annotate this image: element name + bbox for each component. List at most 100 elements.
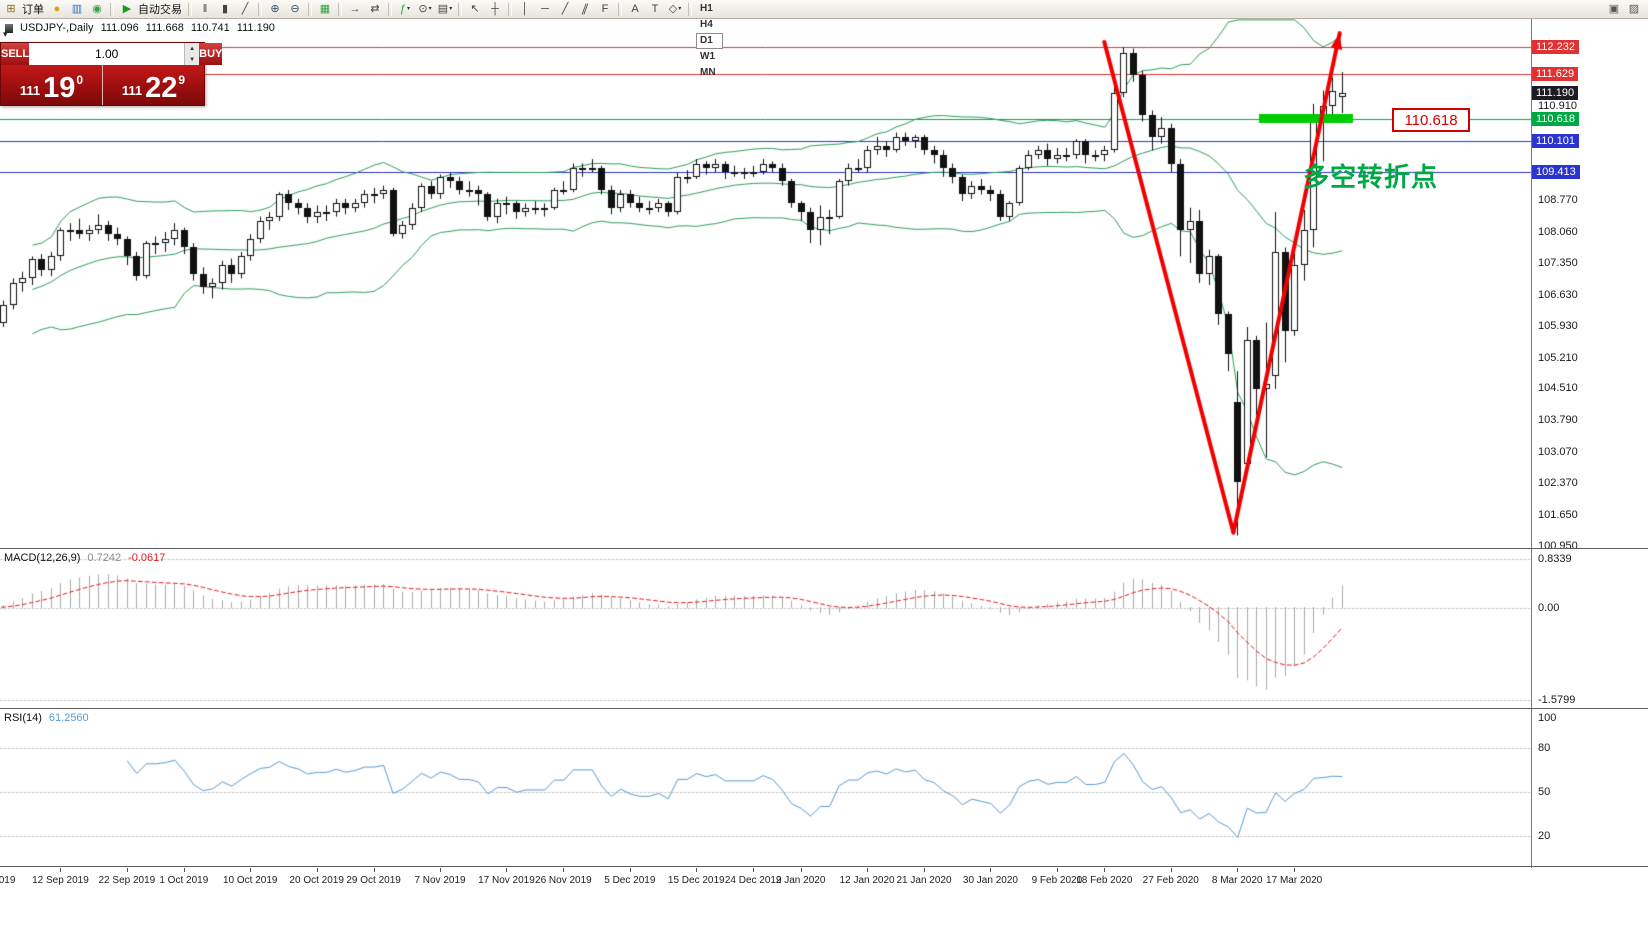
buy-price-button[interactable]: 111 22 9 — [102, 65, 204, 105]
zoom-out-icon[interactable]: ⊖ — [290, 2, 300, 15]
scale-label: 50 — [1538, 785, 1551, 798]
indicators-icon[interactable]: ƒ ▾ — [399, 2, 411, 15]
toolbar-separator — [110, 2, 114, 16]
time-tick — [183, 868, 185, 872]
buy-button[interactable]: BUY — [199, 43, 223, 65]
new-order-label[interactable]: 订单 — [22, 4, 44, 16]
line-chart-icon[interactable]: ╱ — [241, 2, 249, 15]
time-label: 22 Sep 2019 — [98, 875, 156, 886]
price-badge: 109.413 — [1532, 164, 1580, 179]
new-order-icon[interactable]: ⊞ — [6, 2, 16, 15]
candlestick-chart-icon[interactable]: ▮ — [221, 2, 229, 15]
crosshair-icon[interactable]: ┼ — [491, 2, 499, 15]
macd-name: MACD(12,26,9) — [4, 552, 81, 564]
time-tick — [867, 868, 869, 872]
zoom-in-icon[interactable]: ⊕ — [270, 2, 280, 15]
horizontal-line-icon[interactable]: ─ — [541, 2, 549, 15]
timeframe-d1[interactable]: D1 — [696, 33, 724, 49]
vertical-line-icon[interactable]: │ — [521, 2, 529, 15]
auto-scroll-icon[interactable]: → — [349, 2, 361, 15]
timeframe-h1[interactable]: H1 — [700, 3, 713, 14]
ask-integer: 111 — [121, 83, 143, 98]
time-label: 12 Sep 2019 — [32, 875, 89, 886]
sell-price-button[interactable]: 111 19 0 — [1, 65, 102, 105]
panel-separator[interactable] — [0, 548, 1648, 549]
time-label: 1 Oct 2019 — [159, 875, 209, 886]
chart-icon — [5, 23, 13, 33]
text-label-icon[interactable]: T — [651, 2, 659, 15]
toolbar: ⊞订单●▥◉▶自动交易‖▮╱⊕⊖▦→⇄ƒ▾⊙▾▤▾↖┼│─╱∥FAT◇▾M1M5… — [0, 0, 1648, 78]
scale-label: -1.5799 — [1538, 693, 1576, 706]
time-label: 30 Jan 2020 — [962, 875, 1018, 886]
volume-up-icon[interactable]: ▲ — [185, 43, 200, 54]
scale-label: 0.8339 — [1538, 552, 1572, 565]
periods-icon[interactable]: ⊙ ▾ — [418, 2, 432, 15]
toolbar-separator — [258, 2, 262, 16]
scale-label: 100 — [1538, 711, 1557, 724]
autotrading-label[interactable]: 自动交易 — [138, 4, 182, 16]
news-icon[interactable]: ◉ — [92, 2, 102, 15]
scale-label: 102.370 — [1538, 477, 1578, 490]
sell-button[interactable]: SELL — [1, 43, 30, 65]
price-scale[interactable]: 110.910 108.770 108.060 107.350 106.630 105.9… — [1531, 19, 1648, 868]
panel-separator[interactable] — [0, 708, 1648, 709]
timeframe-buttons: M1M5M15M30H1H4D1W1MN — [695, 0, 724, 81]
time-label: 10 Oct 2019 — [222, 875, 278, 886]
time-tick — [990, 868, 992, 872]
price-badge: 111.190 — [1532, 86, 1579, 101]
toolbar-separator — [188, 2, 192, 16]
timeframe-w1[interactable]: W1 — [700, 51, 715, 62]
close-value: 111.190 — [236, 22, 275, 34]
scale-label: 20 — [1538, 830, 1551, 843]
toolbar-separator — [458, 2, 462, 16]
time-label: 8 Mar 2020 — [1211, 875, 1263, 886]
time-label: 21 Jan 2020 — [896, 875, 952, 886]
time-label: 9 Feb 2020 — [1031, 875, 1083, 886]
scale-label: 105.210 — [1538, 351, 1578, 364]
chart-shift-icon[interactable]: ⇄ — [370, 2, 380, 15]
time-tick — [126, 868, 128, 872]
fullscreen-icon[interactable]: ▨ — [1628, 2, 1640, 15]
toolbar-separator — [388, 2, 392, 16]
time-tick — [60, 868, 62, 872]
panel-separator[interactable] — [0, 866, 1648, 867]
chinese-note-annotation: 多空转折点 — [1303, 162, 1439, 192]
price-badge: 110.101 — [1532, 134, 1579, 149]
charts-window-icon[interactable]: ▥ — [71, 2, 83, 15]
shapes-icon[interactable]: ◇ ▾ — [668, 2, 682, 15]
equidistant-channel-icon[interactable]: ∥ — [580, 2, 591, 15]
timeframe-h4[interactable]: H4 — [700, 19, 713, 30]
templates-icon[interactable]: ▤ ▾ — [437, 2, 453, 15]
scale-label: 110.910 — [1538, 99, 1577, 112]
symbol-period-label: USDJPY-,Daily — [20, 22, 94, 34]
trendline-icon[interactable]: ╱ — [561, 2, 569, 15]
time-tick — [563, 868, 565, 872]
scale-label: 103.070 — [1538, 446, 1578, 459]
time-tick — [1170, 868, 1172, 872]
chart-canvas[interactable] — [0, 19, 1531, 868]
volume-down-icon[interactable]: ▼ — [185, 54, 200, 65]
low-value: 110.741 — [190, 22, 230, 34]
timeframe-mn[interactable]: MN — [700, 67, 716, 78]
volume-input[interactable] — [29, 43, 185, 65]
one-click-collapse-icon[interactable]: ▾ — [3, 29, 8, 39]
tile-windows-icon[interactable]: ▦ — [319, 2, 331, 15]
one-click-trading-panel: SELL ▲ ▼ BUY 111 19 0 111 22 9 — [0, 42, 223, 106]
docking-icon[interactable]: ▣ — [1608, 2, 1620, 15]
time-label: 26 Nov 2019 — [535, 875, 592, 886]
fibonacci-icon[interactable]: F — [601, 2, 609, 15]
price-badge: 112.232 — [1532, 40, 1579, 55]
scale-label: 100.950 — [1538, 539, 1578, 552]
time-label: 24 Dec 2019 — [724, 875, 782, 886]
bar-chart-icon[interactable]: ‖ — [202, 2, 208, 15]
chart-header: USDJPY-,Daily 111.096 111.668 110.741 11… — [5, 22, 275, 34]
time-label: 2 Jan 2020 — [775, 875, 826, 886]
text-icon[interactable]: A — [631, 2, 639, 15]
cursor-icon[interactable]: ↖ — [470, 2, 480, 15]
rsi-value: 61.2560 — [48, 712, 89, 724]
time-tick — [1104, 868, 1106, 872]
mql5-community-icon[interactable]: ● — [53, 2, 61, 15]
autotrading-icon[interactable]: ▶ — [122, 2, 132, 15]
time-label: 27 Feb 2020 — [1142, 875, 1199, 886]
